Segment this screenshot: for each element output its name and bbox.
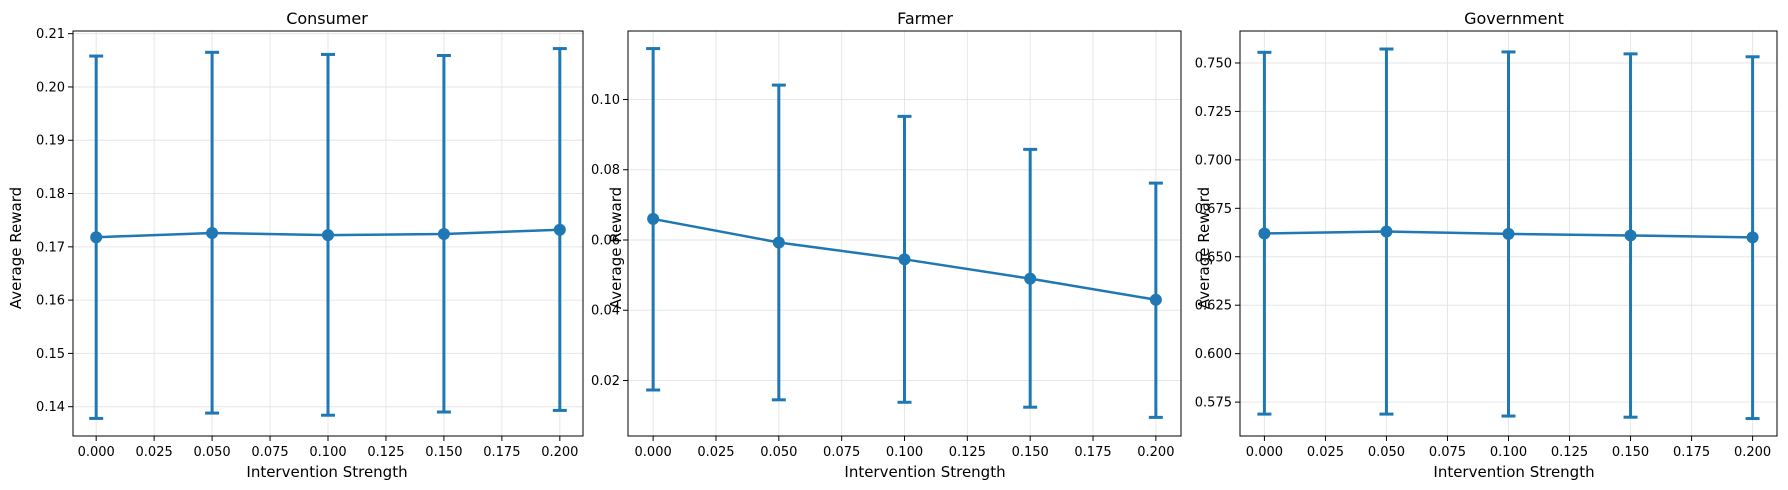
x-axis-label: Intervention Strength — [246, 463, 407, 481]
x-tick-label: 0.025 — [136, 445, 173, 460]
x-tick-label: 0.175 — [483, 445, 520, 460]
axes-frame — [72, 30, 584, 437]
data-point — [898, 253, 911, 266]
x-tick-label: 0.125 — [367, 445, 404, 460]
y-tick-label: 0.575 — [1195, 396, 1232, 411]
x-tick-label: 0.175 — [1673, 445, 1710, 460]
x-tick-label: 0.050 — [193, 445, 230, 460]
y-tick-label: 0.17 — [36, 240, 65, 255]
y-tick-label: 0.675 — [1195, 202, 1232, 217]
x-tick-label: 0.100 — [309, 445, 346, 460]
y-tick-label: 0.650 — [1195, 250, 1232, 265]
y-tick-label: 0.06 — [591, 233, 620, 248]
y-axis-label: Average Reward — [607, 187, 625, 309]
x-tick-label: 0.100 — [1490, 445, 1527, 460]
data-point — [772, 236, 785, 249]
subplot-farmer: Farmer Intervention Strength Average Rew… — [591, 9, 1182, 481]
y-tick-label: 0.20 — [36, 80, 65, 95]
x-tick-label: 0.150 — [425, 445, 462, 460]
x-tick-label: 0.050 — [1368, 445, 1405, 460]
x-tick-label: 0.125 — [949, 445, 986, 460]
chart-title: Farmer — [897, 9, 953, 28]
x-tick-label: 0.200 — [541, 445, 578, 460]
x-tick-label: 0.025 — [1307, 445, 1344, 460]
x-tick-label: 0.175 — [1074, 445, 1111, 460]
data-point — [1746, 231, 1759, 244]
data-point — [647, 212, 660, 225]
subplot-consumer: Consumer Intervention Strength Average R… — [7, 9, 584, 481]
data-point — [322, 229, 334, 242]
data-point — [553, 223, 566, 236]
y-tick-label: 0.19 — [36, 134, 65, 149]
y-tick-label: 0.750 — [1195, 56, 1232, 71]
x-tick-label: 0.100 — [886, 445, 923, 460]
data-point — [1024, 272, 1037, 285]
data-point — [206, 226, 219, 239]
chart-title: Consumer — [286, 9, 368, 28]
x-tick-label: 0.075 — [251, 445, 288, 460]
y-tick-label: 0.15 — [36, 347, 65, 362]
data-point — [1502, 227, 1515, 240]
x-tick-label: 0.200 — [1734, 445, 1771, 460]
data-point — [90, 231, 103, 244]
x-tick-label: 0.125 — [1551, 445, 1588, 460]
x-tick-label: 0.025 — [697, 445, 734, 460]
chart-title: Government — [1464, 9, 1564, 28]
y-tick-label: 0.600 — [1195, 347, 1232, 362]
subplot-government: Government Intervention Strength Average… — [1195, 9, 1778, 481]
x-axis-label: Intervention Strength — [1433, 463, 1594, 481]
y-tick-label: 0.04 — [591, 304, 620, 319]
x-tick-label: 0.150 — [1612, 445, 1649, 460]
y-axis-label: Average Reward — [1195, 187, 1213, 309]
x-tick-label: 0.075 — [823, 445, 860, 460]
data-point — [1149, 293, 1162, 306]
x-tick-label: 0.075 — [1429, 445, 1466, 460]
data-point — [1258, 227, 1271, 240]
axes-frame — [1239, 30, 1778, 437]
x-tick-label: 0.200 — [1137, 445, 1174, 460]
x-tick-label: 0.000 — [78, 445, 115, 460]
y-tick-label: 0.725 — [1195, 105, 1232, 120]
x-tick-label: 0.000 — [1246, 445, 1283, 460]
data-point — [437, 228, 450, 241]
data-point — [1380, 225, 1393, 238]
y-tick-label: 0.18 — [36, 187, 65, 202]
y-tick-label: 0.14 — [36, 400, 65, 415]
y-axis-label: Average Reward — [7, 187, 25, 309]
y-tick-label: 0.625 — [1195, 299, 1232, 314]
y-tick-label: 0.08 — [591, 163, 620, 178]
y-tick-label: 0.21 — [36, 27, 65, 42]
y-tick-label: 0.10 — [591, 93, 620, 108]
y-tick-label: 0.700 — [1195, 153, 1232, 168]
y-tick-label: 0.16 — [36, 294, 65, 309]
x-tick-label: 0.050 — [760, 445, 797, 460]
x-tick-label: 0.000 — [635, 445, 672, 460]
axes-frame — [627, 30, 1182, 437]
x-axis-label: Intervention Strength — [844, 463, 1005, 481]
x-tick-label: 0.150 — [1012, 445, 1049, 460]
y-tick-label: 0.02 — [591, 374, 620, 389]
data-point — [1624, 229, 1637, 242]
